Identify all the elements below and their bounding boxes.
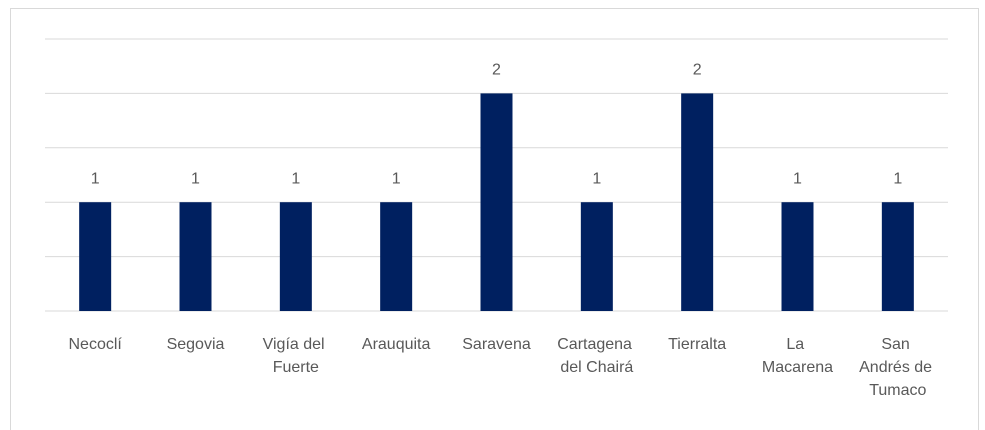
x-tick-label: La Macarena: [762, 336, 833, 376]
x-tick-label: Saravena: [462, 336, 531, 353]
x-tick-label: Segovia: [167, 336, 225, 353]
data-label: 1: [91, 170, 100, 187]
x-tick-label: Necoclí: [68, 336, 122, 353]
data-label: 1: [893, 170, 902, 187]
bar: [480, 93, 513, 312]
x-tick-label: Vigía del Fuerte: [263, 336, 329, 376]
bar: [380, 202, 413, 311]
data-label: 1: [592, 170, 601, 187]
data-label: 1: [392, 170, 401, 187]
x-tick-label: Arauquita: [362, 336, 431, 353]
data-label: 2: [492, 62, 501, 79]
x-tick-label: Tierralta: [668, 336, 726, 353]
bar: [781, 202, 814, 311]
bar: [681, 93, 714, 312]
bar: [79, 202, 112, 311]
bar: [580, 202, 613, 311]
bar: [179, 202, 212, 311]
data-label: 2: [693, 62, 702, 79]
data-label: 1: [291, 170, 300, 187]
x-tick-label: San Andrés de Tumaco: [859, 336, 936, 399]
x-tick-label: Cartagena del Chairá: [557, 336, 636, 376]
bar: [279, 202, 312, 311]
data-label: 1: [191, 170, 200, 187]
bar: [881, 202, 914, 311]
data-label: 1: [793, 170, 802, 187]
